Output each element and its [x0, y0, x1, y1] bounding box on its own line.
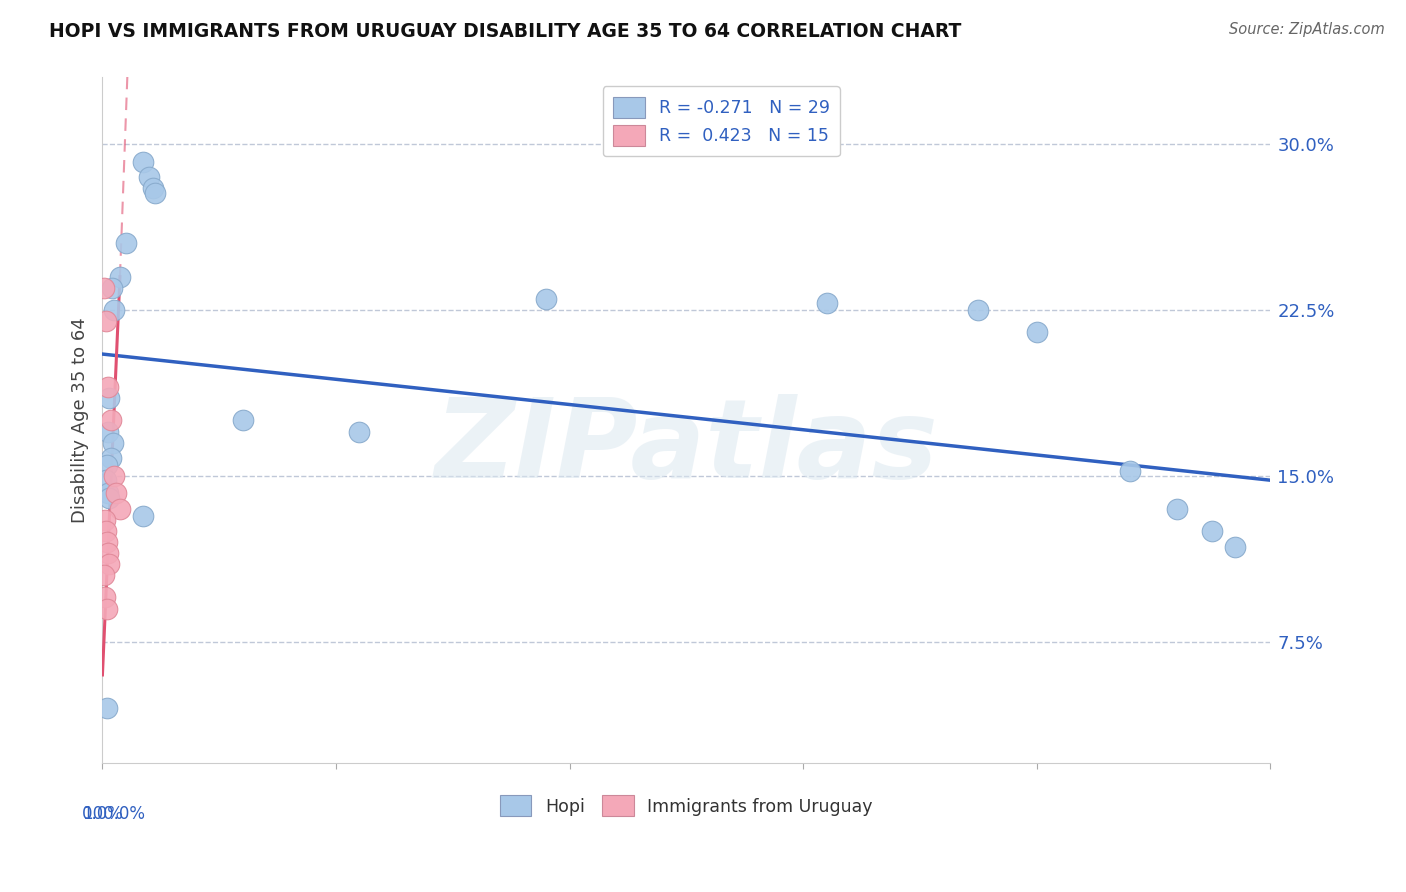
Point	[108, 502, 131, 516]
Point	[142, 181, 165, 195]
Point	[97, 486, 120, 500]
Text: 100.0%: 100.0%	[83, 805, 146, 822]
Point	[97, 380, 120, 394]
Text: 0.0%: 0.0%	[82, 805, 124, 822]
Point	[96, 458, 118, 472]
Point	[1119, 464, 1142, 478]
Point	[98, 558, 121, 572]
Point	[94, 524, 117, 538]
Point	[108, 269, 131, 284]
Point	[815, 296, 838, 310]
Point	[1166, 502, 1188, 516]
Point	[101, 281, 124, 295]
Point	[232, 413, 254, 427]
Point	[94, 473, 117, 487]
Point	[93, 281, 115, 295]
Point	[349, 425, 371, 439]
Point	[98, 392, 121, 406]
Point	[1201, 524, 1223, 538]
Point	[98, 491, 121, 505]
Point	[96, 535, 118, 549]
Point	[1225, 540, 1247, 554]
Point	[132, 154, 155, 169]
Point	[94, 314, 117, 328]
Text: Source: ZipAtlas.com: Source: ZipAtlas.com	[1229, 22, 1385, 37]
Point	[105, 486, 128, 500]
Point	[1025, 325, 1047, 339]
Point	[97, 425, 120, 439]
Point	[138, 169, 160, 184]
Point	[100, 413, 122, 427]
Point	[536, 292, 558, 306]
Point	[103, 468, 125, 483]
Point	[93, 568, 115, 582]
Point	[94, 591, 117, 605]
Point	[100, 451, 122, 466]
Point	[132, 508, 155, 523]
Point	[103, 302, 125, 317]
Y-axis label: Disability Age 35 to 64: Disability Age 35 to 64	[72, 318, 89, 524]
Text: HOPI VS IMMIGRANTS FROM URUGUAY DISABILITY AGE 35 TO 64 CORRELATION CHART: HOPI VS IMMIGRANTS FROM URUGUAY DISABILI…	[49, 22, 962, 41]
Point	[97, 546, 120, 560]
Point	[967, 302, 990, 317]
Legend: Hopi, Immigrants from Uruguay: Hopi, Immigrants from Uruguay	[494, 789, 880, 823]
Point	[101, 435, 124, 450]
Point	[94, 513, 117, 527]
Point	[114, 236, 136, 251]
Point	[143, 186, 166, 200]
Point	[96, 701, 118, 715]
Text: ZIPatlas: ZIPatlas	[434, 394, 938, 501]
Point	[96, 601, 118, 615]
